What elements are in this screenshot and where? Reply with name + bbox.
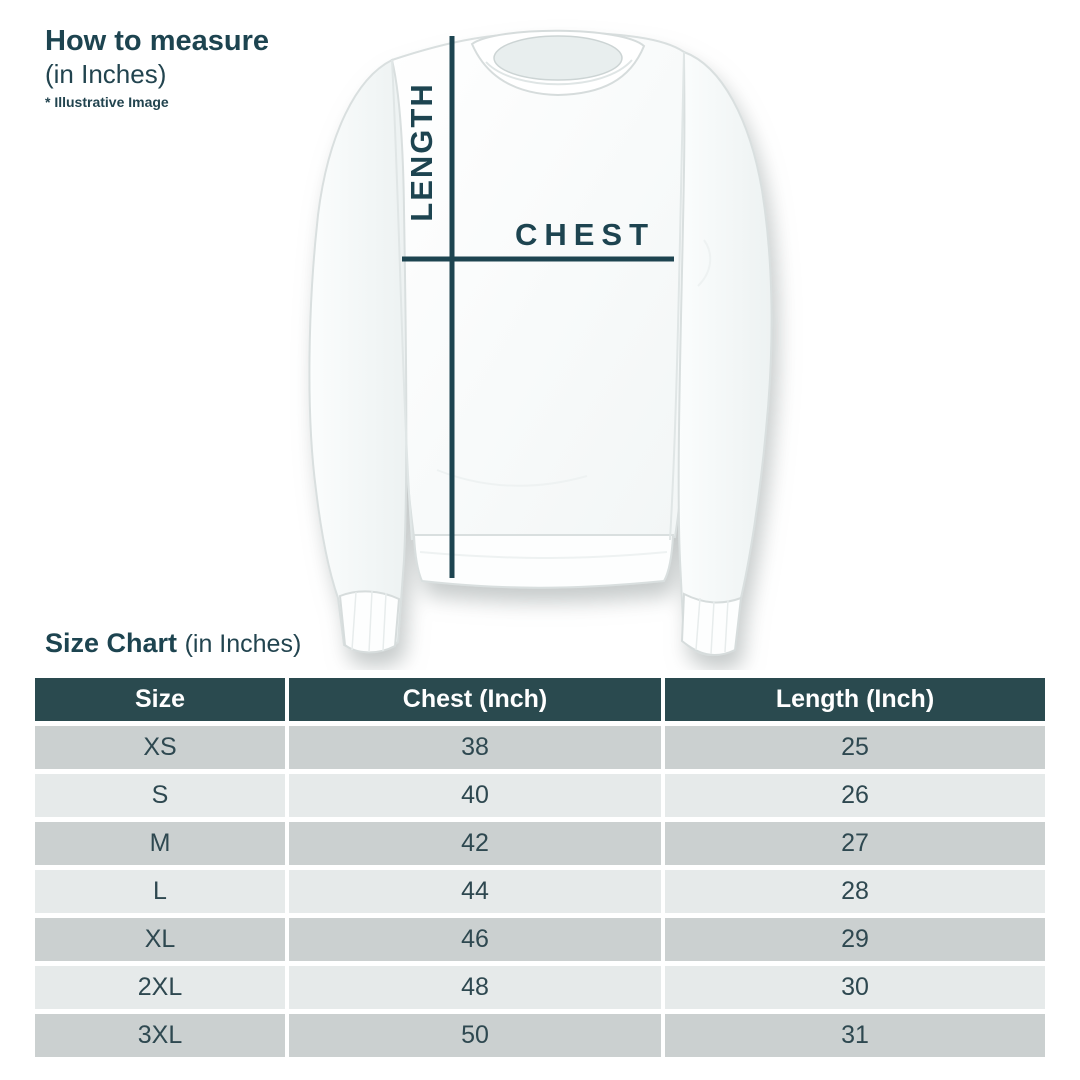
cell-xl-length-inch: 29	[665, 918, 1045, 961]
sweatshirt-svg: LENGTH CHEST	[308, 29, 773, 657]
cell-s-chest-inch: 40	[289, 774, 661, 817]
how-to-measure-title: How to measure	[45, 25, 269, 57]
cell-l-chest-inch: 44	[289, 870, 661, 913]
left-sleeve-seam	[391, 59, 413, 541]
cell-m-chest-inch: 42	[289, 822, 661, 865]
illustrative-image-note: * Illustrative Image	[45, 94, 169, 110]
sweatshirt-right-sleeve	[677, 50, 773, 657]
sweatshirt-left-sleeve	[308, 58, 408, 653]
cell-xl-chest-inch: 46	[289, 918, 661, 961]
how-to-measure-subtitle: (in Inches)	[45, 59, 167, 89]
cell-l-size: L	[35, 870, 285, 913]
chest-label: CHEST	[515, 217, 655, 252]
cell-3xl-length-inch: 31	[665, 1014, 1045, 1057]
cell-3xl-chest-inch: 50	[289, 1014, 661, 1057]
sweatshirt-shape	[308, 29, 773, 657]
cell-m-size: M	[35, 822, 285, 865]
left-cuff-ribs	[351, 590, 387, 653]
collar-band-seam	[485, 59, 633, 86]
cell-xs-length-inch: 25	[665, 726, 1045, 769]
wrinkle-line	[697, 239, 712, 287]
cell-2xl-size: 2XL	[35, 966, 285, 1009]
collar-opening	[493, 35, 623, 81]
cell-m-length-inch: 27	[665, 822, 1045, 865]
how-to-measure-header: How to measure (in Inches) * Illustrativ…	[45, 24, 269, 112]
cell-xl-size: XL	[35, 918, 285, 961]
cell-s-length-inch: 26	[665, 774, 1045, 817]
size-chart-heading: Size Chart (in Inches)	[45, 628, 301, 659]
column-header-chest-inch: Chest (Inch)	[289, 678, 661, 721]
right-cuff-ribs	[695, 597, 729, 655]
size-chart-table: Size Chest (Inch) Length (Inch) XS 38 25 S 40 26…	[35, 678, 1045, 1057]
size-chart-title: Size Chart	[45, 628, 178, 658]
sweatshirt-hem	[412, 534, 675, 589]
right-sleeve-seam	[669, 51, 685, 541]
column-header-length-inch: Length (Inch)	[665, 678, 1045, 721]
cell-2xl-chest-inch: 48	[289, 966, 661, 1009]
cell-xs-size: XS	[35, 726, 285, 769]
column-header-size: Size	[35, 678, 285, 721]
cell-l-length-inch: 28	[665, 870, 1045, 913]
cell-2xl-length-inch: 30	[665, 966, 1045, 1009]
cell-s-size: S	[35, 774, 285, 817]
sweatshirt-illustration: LENGTH CHEST	[252, 0, 812, 670]
cell-3xl-size: 3XL	[35, 1014, 285, 1057]
length-label: LENGTH	[404, 82, 439, 221]
cell-xs-chest-inch: 38	[289, 726, 661, 769]
size-chart-subtitle-text: (in Inches)	[184, 630, 302, 658]
